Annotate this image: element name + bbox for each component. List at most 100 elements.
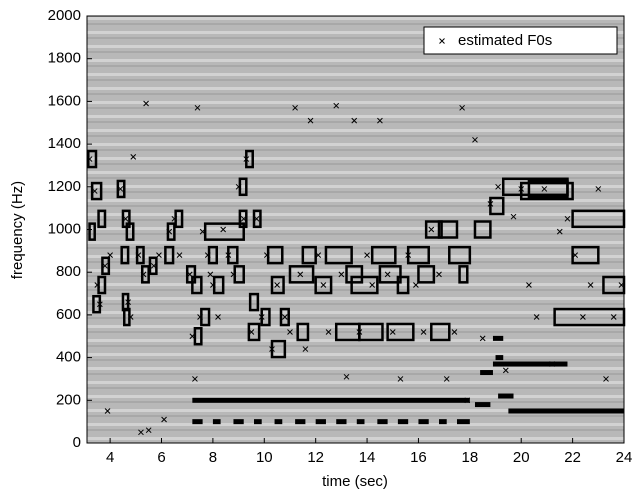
f0-point	[150, 262, 157, 269]
f0-point	[302, 346, 309, 352]
f0-point	[495, 183, 501, 190]
note-bar	[418, 419, 429, 425]
note-box	[174, 209, 184, 229]
f0-point	[541, 186, 548, 192]
f0-point	[325, 329, 332, 335]
f0-point	[556, 228, 563, 235]
note-bar	[233, 419, 244, 425]
note-bar	[315, 419, 326, 425]
note-bar	[492, 335, 504, 341]
note-bar	[295, 419, 306, 425]
f0-point	[207, 271, 214, 278]
note-box	[248, 292, 260, 312]
x-tick-label: 16	[410, 449, 427, 466]
f0-point	[122, 215, 129, 222]
f0-point	[235, 183, 242, 190]
f0-point	[595, 186, 602, 192]
f0-point	[225, 252, 232, 258]
f0-point	[356, 329, 363, 335]
note-box	[252, 209, 262, 229]
y-tick-label: 0	[73, 434, 81, 451]
f0-point	[243, 156, 250, 162]
f0-point	[194, 104, 201, 111]
f0-point	[199, 228, 206, 235]
note-box	[288, 265, 315, 284]
f0-point	[297, 271, 304, 278]
f0-point	[253, 215, 260, 222]
f0-point	[197, 314, 203, 320]
note-box	[123, 307, 131, 327]
note-bar	[254, 419, 262, 425]
note-bar	[480, 370, 493, 376]
note-box	[301, 245, 317, 265]
f0-point	[117, 186, 124, 192]
f0-point	[369, 282, 376, 288]
note-box	[212, 275, 225, 295]
f0-point	[287, 329, 293, 335]
f0-point	[215, 314, 221, 320]
note-bar	[456, 419, 470, 425]
note-box	[489, 196, 505, 216]
note-box	[120, 245, 130, 265]
f0-point	[443, 376, 450, 382]
f0-point	[518, 186, 525, 192]
f0-point	[526, 282, 532, 288]
f0-point	[389, 329, 396, 335]
note-bar	[192, 397, 470, 403]
f0-point	[230, 271, 237, 278]
note-box	[424, 220, 443, 239]
legend: estimated F0s	[423, 26, 618, 55]
f0-point	[96, 301, 103, 308]
x-tick-label: 22	[564, 449, 581, 466]
f0-point	[138, 429, 144, 436]
marks	[86, 100, 626, 436]
y-axis-label: frequency (Hz)	[9, 181, 26, 279]
note-box	[417, 265, 436, 284]
y-tick-label: 400	[56, 349, 81, 366]
f0-point	[94, 282, 101, 288]
note-box	[238, 209, 248, 229]
f0-point	[603, 376, 609, 382]
f0-point	[135, 252, 142, 258]
note-box	[135, 245, 145, 265]
f0-point	[104, 408, 111, 414]
note-box	[203, 222, 245, 241]
x-tick-label: 20	[513, 449, 530, 466]
f0-point	[610, 314, 617, 320]
f0-point	[377, 117, 383, 124]
legend-marker	[439, 38, 445, 44]
f0-point	[564, 215, 571, 222]
note-box	[191, 275, 203, 295]
f0-point	[307, 117, 314, 124]
f0-point	[292, 104, 298, 111]
note-box	[233, 265, 245, 284]
note-box	[90, 181, 103, 201]
f0-point	[320, 282, 327, 288]
note-box	[350, 275, 379, 295]
f0-point	[459, 104, 465, 111]
f0-point	[269, 346, 275, 352]
y-tick-label: 2000	[48, 7, 81, 24]
x-tick-label: 24	[616, 449, 633, 466]
f0-point	[189, 333, 196, 340]
note-box	[473, 220, 492, 239]
f0-point	[364, 252, 370, 258]
note-box	[148, 256, 158, 276]
f0-point	[192, 376, 198, 382]
f0-point	[315, 252, 322, 258]
x-tick-label: 8	[209, 449, 217, 466]
f0-point	[171, 215, 178, 222]
f0-point	[220, 226, 227, 233]
f0-point	[502, 367, 509, 374]
note-box	[200, 307, 211, 327]
note-bar	[192, 419, 203, 425]
f0-point	[428, 226, 435, 233]
f0-point	[572, 252, 579, 258]
f0-point	[549, 361, 555, 367]
f0-point	[533, 314, 540, 320]
x-tick-label: 4	[106, 449, 114, 466]
y-tick-label: 1000	[48, 220, 81, 237]
f0-point	[436, 271, 442, 278]
f0-point	[204, 252, 211, 258]
